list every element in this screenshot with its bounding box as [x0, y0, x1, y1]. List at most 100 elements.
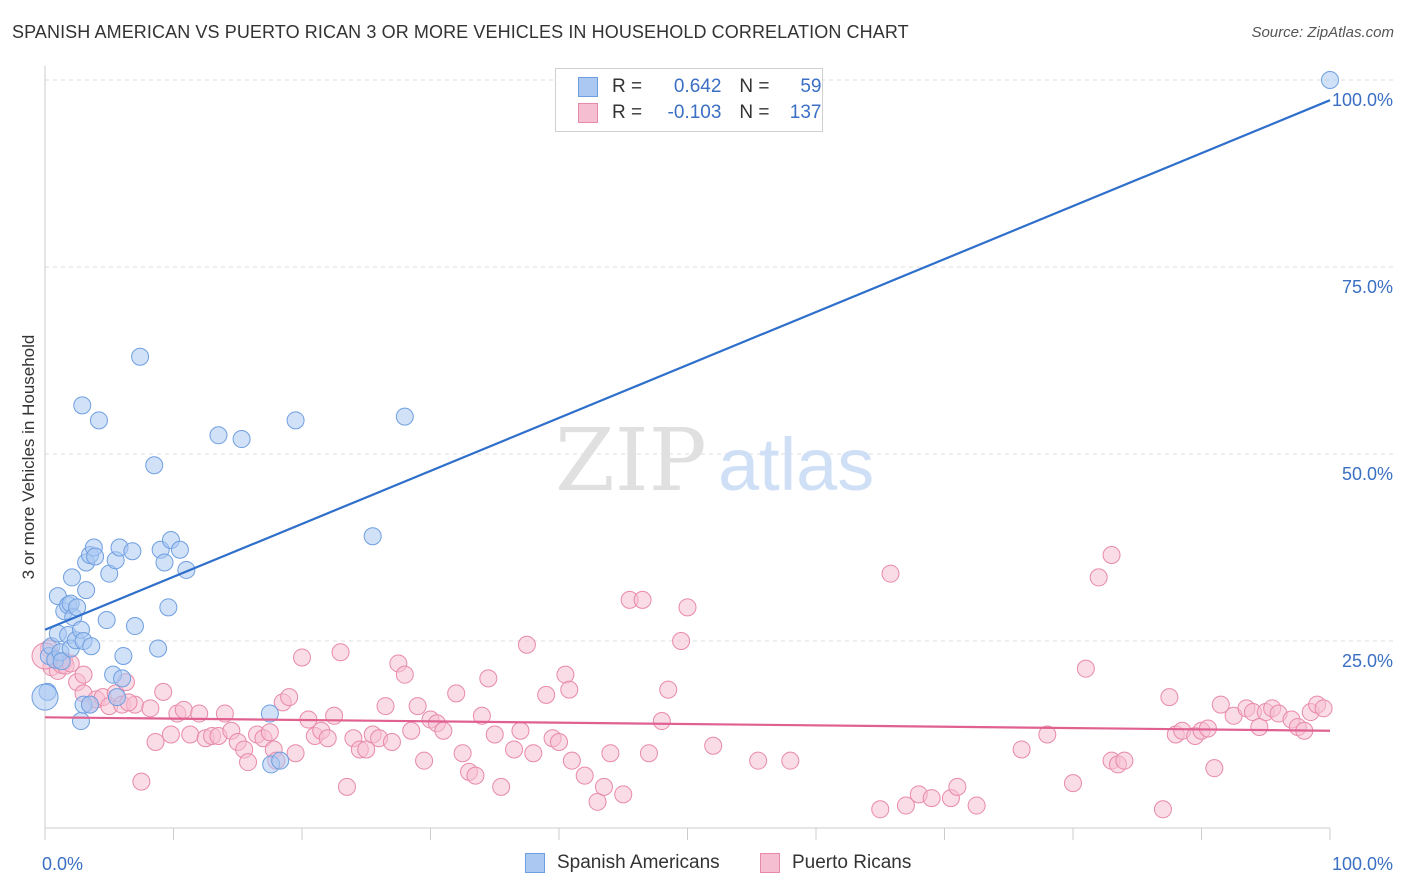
data-point [331, 643, 350, 662]
legend-row-spanish-americans: R = 0.642 N = 59 [578, 74, 822, 100]
data-point [86, 547, 105, 566]
chart-title: SPANISH AMERICAN VS PUERTO RICAN 3 OR MO… [12, 22, 909, 42]
grid-lines [45, 79, 1395, 642]
data-point [80, 695, 99, 714]
data-point [1038, 725, 1057, 744]
data-point [62, 568, 81, 587]
x-tick-label: 0.0% [42, 854, 83, 874]
data-point [408, 697, 427, 716]
y-axis-label: 3 or more Vehicles in Household [19, 335, 38, 580]
data-point [871, 800, 890, 819]
data-point [209, 426, 228, 445]
data-point [1012, 740, 1031, 759]
data-point [1115, 751, 1134, 770]
legend-r-value: 0.642 [673, 76, 722, 97]
data-point [123, 542, 142, 561]
data-point [550, 732, 568, 751]
legend-r-label: R = [612, 76, 643, 97]
data-point [293, 648, 311, 667]
legend-r-label: R = [612, 102, 643, 123]
data-point [89, 411, 108, 430]
data-point [31, 683, 59, 711]
data-point [52, 652, 71, 671]
data-point [704, 736, 723, 755]
bottom-legend-swatch-blue [525, 853, 545, 873]
data-point [1153, 800, 1172, 819]
data-point [159, 598, 178, 617]
data-point [107, 688, 126, 707]
data-point [505, 740, 524, 759]
data-point [286, 744, 305, 763]
y-tick-label: 25.0% [1342, 651, 1393, 671]
bottom-legend-label: Puerto Ricans [792, 852, 912, 873]
legend-swatch-blue [578, 77, 598, 97]
data-point [74, 665, 93, 684]
data-point [174, 700, 193, 719]
data-point [337, 777, 356, 796]
data-point [524, 744, 543, 763]
data-point [97, 611, 116, 630]
data-point [402, 721, 421, 740]
data-point [1076, 659, 1095, 678]
data-point [154, 682, 173, 701]
data-point [1205, 759, 1224, 778]
data-point [1064, 774, 1082, 793]
data-point [382, 732, 401, 751]
legend-n-value: 137 [789, 102, 822, 123]
data-point [1089, 568, 1108, 587]
data-point [447, 684, 466, 703]
data-point [155, 553, 174, 572]
tick-labels: 25.0% 50.0% 75.0% 100.0% 0.0% 100.0% [42, 90, 1393, 874]
data-point [215, 704, 234, 723]
data-point [376, 697, 395, 716]
data-point [453, 744, 472, 763]
data-point [659, 680, 678, 699]
legend-row-puerto-ricans: R = -0.103 N = 137 [578, 100, 822, 126]
data-point [556, 665, 575, 684]
data-point [170, 540, 189, 559]
legend-r-value: -0.103 [667, 102, 722, 123]
points-spanish-americans [31, 71, 1339, 774]
data-point [141, 699, 160, 718]
data-point [881, 564, 900, 583]
data-point [922, 789, 941, 808]
data-point [575, 766, 594, 785]
data-point [1314, 699, 1333, 718]
data-point [77, 581, 96, 600]
data-point [672, 632, 691, 650]
data-point [492, 777, 511, 796]
bottom-legend-spanish-americans: Spanish Americans [525, 852, 720, 874]
legend-n-label: N = [739, 76, 770, 97]
data-point [1250, 718, 1269, 737]
data-point [434, 721, 453, 740]
data-point [280, 688, 299, 707]
data-point [149, 639, 168, 658]
data-point [131, 347, 150, 366]
legend-swatch-pink [578, 103, 598, 123]
data-point [415, 751, 434, 770]
data-point [363, 527, 382, 546]
data-point [73, 396, 92, 415]
data-point [395, 665, 414, 684]
data-point [537, 685, 556, 704]
data-point [71, 712, 90, 731]
data-point [652, 712, 671, 731]
data-point [318, 729, 337, 748]
source-label: Source: ZipAtlas.com [1251, 24, 1394, 41]
data-point [181, 725, 200, 744]
legend-n-value: 59 [800, 76, 822, 97]
data-point [967, 796, 986, 815]
data-point [232, 430, 251, 449]
data-point [1160, 688, 1179, 707]
data-point [271, 751, 290, 770]
data-point [639, 744, 658, 763]
trend-lines [44, 99, 1331, 732]
y-tick-label: 75.0% [1342, 277, 1393, 297]
data-point [594, 777, 613, 796]
data-point [633, 590, 652, 609]
data-point [357, 740, 376, 759]
data-point [479, 669, 498, 688]
data-point [161, 725, 180, 744]
trend-line [44, 716, 1331, 732]
data-point [82, 637, 101, 656]
